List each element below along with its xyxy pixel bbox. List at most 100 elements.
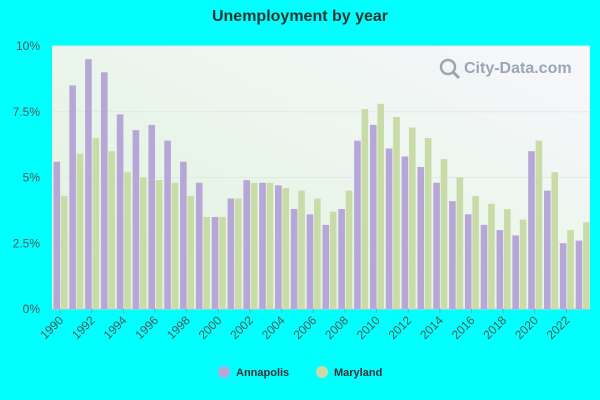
bar-maryland-1999 [203,216,210,309]
bar-annapolis-1996 [148,124,156,310]
bar-annapolis-2007 [322,224,330,309]
legend-swatch-annapolis [218,366,230,378]
bar-maryland-2003 [266,182,274,309]
bar-maryland-2023 [583,222,590,309]
x-tick-label: 1990 [37,313,66,342]
y-tick-label: 7.5% [13,105,41,119]
bar-maryland-2008 [345,190,353,309]
legend-item-annapolis: Annapolis [218,366,289,379]
bar-annapolis-2012 [401,156,409,309]
bar-annapolis-1994 [116,114,124,309]
bar-maryland-2020 [535,140,543,309]
bar-maryland-1993 [108,151,115,309]
x-tick-label: 1998 [164,313,193,342]
bar-maryland-1997 [171,182,179,309]
x-tick-label: 2000 [196,313,225,342]
bar-maryland-2010 [377,103,384,309]
bar-annapolis-1990 [53,161,61,309]
bar-annapolis-2011 [385,148,393,309]
bar-maryland-1990 [60,195,68,309]
bar-maryland-1992 [92,138,100,309]
watermark: City-Data.com [439,58,572,80]
bar-maryland-2019 [519,219,527,309]
bar-annapolis-2010 [369,124,377,310]
bar-annapolis-1992 [85,59,92,310]
bar-annapolis-1995 [132,130,140,309]
bars [53,59,590,310]
bar-maryland-2022 [567,230,574,309]
bar-maryland-1994 [124,172,131,309]
y-tick-label: 10% [16,39,40,53]
bar-annapolis-2002 [243,180,250,309]
y-axis: 0% 2.5% 5% 7.5% 10% [13,39,41,316]
x-tick-label: 1996 [132,313,161,342]
y-tick-label: 5% [23,171,41,185]
chart-title: Unemployment by year [211,8,389,25]
bar-annapolis-1993 [100,72,108,309]
bar-maryland-2016 [472,195,479,309]
bar-maryland-2017 [488,203,495,309]
bar-maryland-2018 [503,209,511,309]
bar-annapolis-2005 [290,209,298,309]
bar-annapolis-2004 [275,185,282,309]
bar-maryland-1998 [187,195,195,309]
bar-annapolis-1998 [180,161,187,309]
bar-maryland-2007 [329,211,337,309]
watermark-text: City-Data.com [464,60,572,77]
x-tick-label: 2022 [544,313,573,342]
bar-maryland-2011 [393,117,400,309]
x-tick-label: 1992 [69,313,98,342]
bar-annapolis-2009 [354,140,361,309]
x-tick-label: 2002 [227,313,256,342]
bar-annapolis-2020 [528,151,535,309]
x-tick-label: 2006 [291,313,320,342]
legend-label-maryland: Maryland [334,367,382,379]
legend-swatch-maryland [316,366,328,378]
bar-annapolis-1997 [164,140,171,309]
bar-maryland-1996 [155,180,163,309]
bar-annapolis-2001 [227,198,235,309]
bar-annapolis-1999 [195,182,203,309]
bar-maryland-2004 [282,188,290,309]
x-tick-label: 2008 [322,313,351,342]
legend-item-maryland: Maryland [316,366,382,379]
bar-annapolis-2015 [449,201,456,309]
bar-maryland-2000 [219,216,226,309]
bar-maryland-2006 [314,198,321,309]
x-tick-label: 2020 [512,313,541,342]
bar-maryland-2001 [234,198,242,309]
bar-maryland-1991 [76,153,84,309]
bar-annapolis-2006 [306,214,314,309]
bar-maryland-2002 [250,182,258,309]
bar-annapolis-2000 [211,216,219,309]
bar-annapolis-2019 [512,235,519,309]
x-tick-label: 2010 [354,313,383,342]
x-tick-label: 2014 [417,313,446,342]
legend: Annapolis Maryland [218,366,382,379]
bar-annapolis-2016 [464,214,472,309]
x-axis: 1990 1992 1994 1996 1998 2000 2002 2004 2006 2008… [37,309,573,342]
bar-annapolis-2022 [559,243,567,309]
x-tick-label: 2012 [386,313,415,342]
bar-annapolis-2013 [417,166,425,309]
bar-maryland-1995 [140,177,147,309]
bar-maryland-2013 [424,138,432,309]
bar-annapolis-2008 [338,209,345,309]
bar-annapolis-2018 [496,230,504,309]
bar-annapolis-2021 [544,190,551,309]
x-tick-label: 2004 [259,313,288,342]
bar-maryland-2005 [298,190,305,309]
x-tick-label: 2018 [480,313,509,342]
y-tick-label: 2.5% [13,236,41,250]
legend-label-annapolis: Annapolis [236,367,289,379]
bar-maryland-2014 [440,159,448,309]
bar-maryland-2012 [409,127,416,309]
y-tick-label: 0% [23,302,41,316]
bar-maryland-2009 [361,109,369,310]
bar-annapolis-2003 [259,182,266,309]
x-tick-label: 2016 [449,313,478,342]
x-tick-label: 1994 [101,313,130,342]
bar-annapolis-1991 [69,85,76,309]
bar-annapolis-2023 [575,240,583,309]
